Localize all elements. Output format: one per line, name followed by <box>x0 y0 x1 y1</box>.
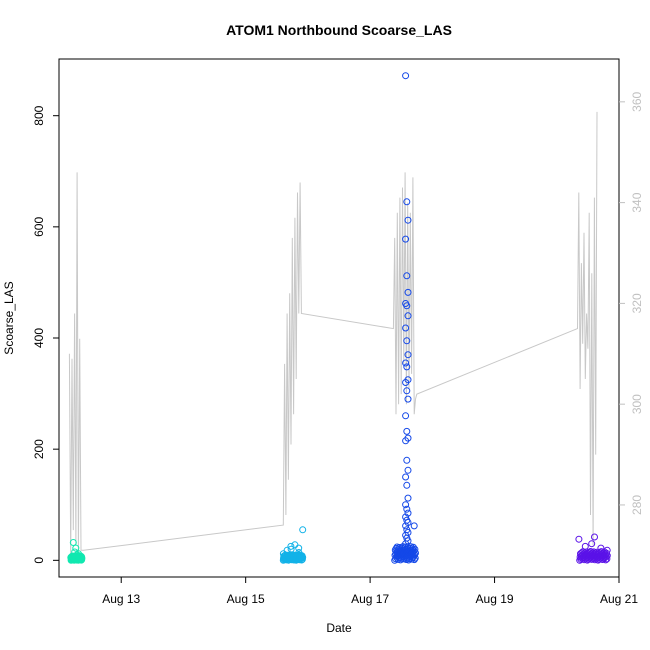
y-axis-label: Scoarse_LAS <box>2 281 16 354</box>
data-point <box>404 466 412 474</box>
data-point-floor <box>411 545 419 553</box>
y2-tick-label: 320 <box>630 293 644 313</box>
data-point <box>295 549 303 556</box>
data-point-floor <box>411 554 419 562</box>
data-point <box>402 540 410 548</box>
data-point <box>402 324 410 332</box>
x-tick-label: Aug 13 <box>102 592 140 606</box>
secondary-series-line <box>68 111 598 556</box>
data-point-floor <box>299 553 307 561</box>
data-point <box>402 412 410 420</box>
data-point <box>402 501 410 509</box>
series-3-points <box>391 72 419 564</box>
data-point <box>299 526 307 534</box>
data-point-floor <box>602 556 610 564</box>
data-point <box>404 312 412 320</box>
data-point <box>402 379 410 386</box>
data-point-floor <box>603 555 611 563</box>
y-tick-label: 400 <box>32 328 46 348</box>
data-point <box>283 546 291 554</box>
data-point <box>591 533 598 541</box>
data-point <box>291 541 299 549</box>
data-point-floor <box>78 554 86 562</box>
points-layer <box>67 72 611 564</box>
data-point <box>404 351 412 359</box>
data-point <box>295 544 303 552</box>
secondary-y-axis: 280 300 320 340 360 <box>619 91 644 515</box>
data-point <box>404 288 412 296</box>
x-axis: Aug 13 Aug 15 Aug 17 Aug 19 Aug 21 <box>102 577 638 606</box>
data-point <box>403 456 411 464</box>
data-point <box>403 481 411 489</box>
x-tick-label: Aug 21 <box>600 592 638 606</box>
data-point-floor <box>603 552 611 560</box>
data-point <box>403 505 411 513</box>
data-point <box>67 554 75 561</box>
x-tick-label: Aug 19 <box>476 592 514 606</box>
data-point <box>597 544 605 552</box>
data-point <box>403 337 411 345</box>
data-point <box>404 216 412 224</box>
x-axis-label: Date <box>326 621 352 635</box>
data-point <box>287 545 295 553</box>
y2-tick-label: 360 <box>630 91 644 111</box>
data-point <box>287 542 295 550</box>
data-point <box>404 494 412 502</box>
data-point <box>402 235 410 243</box>
data-point <box>402 359 410 367</box>
data-point <box>77 555 85 563</box>
chart-title: ATOM1 Northbound Scoarse_LAS <box>226 22 452 38</box>
data-point <box>402 72 410 80</box>
data-point-floor <box>411 551 419 558</box>
data-point <box>69 539 77 546</box>
y-tick-label: 0 <box>32 557 46 564</box>
data-point <box>403 427 411 435</box>
y2-tick-label: 280 <box>630 495 644 515</box>
data-point <box>603 546 611 554</box>
data-point <box>402 522 410 530</box>
data-point <box>402 473 410 481</box>
x-tick-label: Aug 15 <box>227 592 265 606</box>
secondary-line-layer <box>68 111 598 556</box>
y-tick-label: 200 <box>32 439 46 459</box>
data-point <box>404 395 412 403</box>
x-tick-label: Aug 17 <box>351 592 389 606</box>
data-point <box>588 540 596 548</box>
data-point <box>402 437 410 445</box>
y-tick-label: 600 <box>32 217 46 237</box>
y-tick-label: 800 <box>32 105 46 125</box>
y2-tick-label: 300 <box>630 394 644 414</box>
data-point <box>410 522 418 530</box>
data-point <box>403 302 411 310</box>
series-1-points <box>67 539 86 564</box>
plot-frame <box>58 58 620 578</box>
data-point <box>575 535 583 543</box>
data-point <box>403 272 411 280</box>
series-2-points <box>279 526 307 564</box>
data-point <box>403 363 411 371</box>
data-point-floor <box>410 556 418 564</box>
data-point <box>403 387 411 395</box>
data-point-floor <box>412 549 419 557</box>
data-point <box>72 544 80 552</box>
data-point <box>403 198 411 206</box>
y-axis: 0 200 400 600 800 <box>32 105 59 564</box>
series-4-points <box>575 533 611 564</box>
data-point <box>581 542 589 550</box>
y2-tick-label: 340 <box>630 192 644 212</box>
